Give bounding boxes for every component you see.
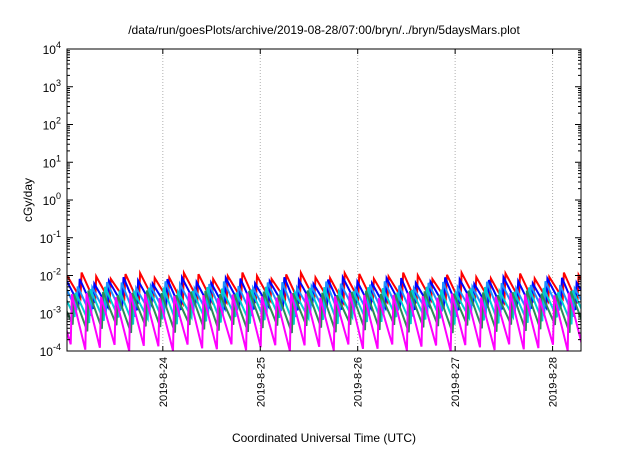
y-tick-label: 101 xyxy=(43,153,61,170)
y-tick-label: 10-2 xyxy=(40,267,61,284)
series-line xyxy=(67,292,581,351)
y-tick-label: 103 xyxy=(43,78,61,95)
y-axis-label: cGy/day xyxy=(21,178,35,222)
x-tick-label: 2019-8-25 xyxy=(255,357,267,407)
chart-title: /data/run/goesPlots/archive/2019-08-28/0… xyxy=(128,23,520,37)
y-tick-label: 100 xyxy=(43,191,61,208)
y-tick-label: 10-4 xyxy=(40,342,61,359)
y-tick-label: 102 xyxy=(43,116,61,133)
x-axis-label: Coordinated Universal Time (UTC) xyxy=(232,431,416,445)
x-tick-label: 2019-8-28 xyxy=(548,357,560,407)
x-tick-label: 2019-8-27 xyxy=(450,357,462,407)
y-tick-label: 10-3 xyxy=(40,304,61,321)
axes: 2019-8-24 2019-8-25 2019-8-26 2019-8-27 2019… xyxy=(40,40,581,407)
series-group xyxy=(67,268,581,351)
x-tick-label: 2019-8-24 xyxy=(158,357,170,407)
x-tick-label: 2019-8-26 xyxy=(353,357,365,407)
y-tick-label: 104 xyxy=(43,40,61,57)
y-tick-label: 10-1 xyxy=(40,229,61,246)
grid xyxy=(162,49,554,351)
